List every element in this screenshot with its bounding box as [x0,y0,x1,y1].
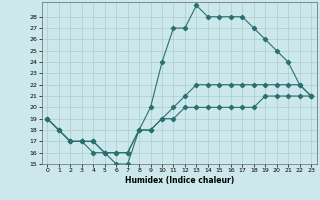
X-axis label: Humidex (Indice chaleur): Humidex (Indice chaleur) [124,176,234,185]
